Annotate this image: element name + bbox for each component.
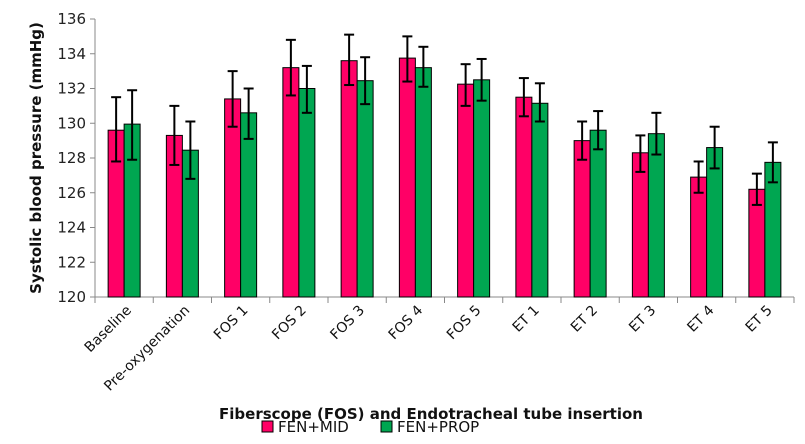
y-tick-label: 130 — [57, 114, 86, 132]
legend-swatch-fen-mid — [261, 420, 274, 433]
bars — [107, 57, 782, 298]
bar-fen-mid — [224, 98, 242, 298]
x-axis-title: Fiberscope (FOS) and Endotracheal tube i… — [219, 405, 643, 423]
x-tick-label: ET 1 — [510, 303, 543, 336]
x-tick-label: ET 4 — [684, 302, 717, 335]
y-tick-label: 120 — [57, 288, 86, 306]
x-tick-label: FOS 3 — [327, 303, 368, 344]
bar-fen-mid — [631, 152, 649, 298]
x-tick-label: ET 3 — [626, 303, 659, 336]
bar-fen-prop — [589, 129, 607, 298]
legend-label-fen-mid: FEN+MID — [278, 418, 349, 436]
y-tick-label: 132 — [57, 80, 86, 98]
bar-fen-prop — [706, 147, 724, 298]
bar-fen-mid — [282, 67, 300, 298]
bar-fen-prop — [531, 102, 549, 298]
x-tick-label: ET 2 — [568, 303, 601, 336]
bar-fen-prop — [298, 88, 316, 298]
x-tick-label: ET 5 — [743, 303, 776, 336]
bar-fen-mid — [457, 83, 475, 298]
x-tick-label: FOS 4 — [386, 302, 427, 343]
error-bars — [111, 33, 778, 206]
bar-fen-mid — [515, 96, 533, 298]
y-tick-label: 124 — [57, 219, 86, 237]
legend-label-fen-prop: FEN+PROP — [397, 418, 479, 436]
x-tick-label: Baseline — [82, 303, 135, 356]
x-tick-label: FOS 2 — [269, 303, 310, 344]
x-tick-label: FOS 5 — [444, 303, 485, 344]
bar-fen-prop — [473, 79, 491, 298]
y-tick-label: 136 — [57, 10, 86, 28]
x-axis — [94, 296, 795, 303]
x-tick-label: FOS 1 — [211, 303, 252, 344]
y-tick-label: 122 — [57, 253, 86, 271]
legend: FEN+MID FEN+PROP — [261, 418, 479, 436]
bar-fen-prop — [356, 80, 374, 298]
bar-fen-prop — [647, 133, 665, 298]
bar-fen-mid — [690, 176, 708, 298]
bar-fen-mid — [573, 140, 591, 298]
y-tick-label: 134 — [57, 45, 86, 63]
bar-fen-prop — [414, 67, 432, 298]
y-axis: 120 122 124 126 128 130 132 134 136 — [57, 10, 96, 306]
bar-fen-prop — [240, 112, 258, 298]
legend-swatch-fen-prop — [380, 420, 393, 433]
y-tick-label: 126 — [57, 184, 86, 202]
bar-fen-mid — [340, 60, 358, 298]
y-tick-label: 128 — [57, 149, 86, 167]
bar-fen-mid — [398, 57, 416, 298]
y-axis-title: Systolic blood pressure (mmHg) — [27, 22, 45, 294]
